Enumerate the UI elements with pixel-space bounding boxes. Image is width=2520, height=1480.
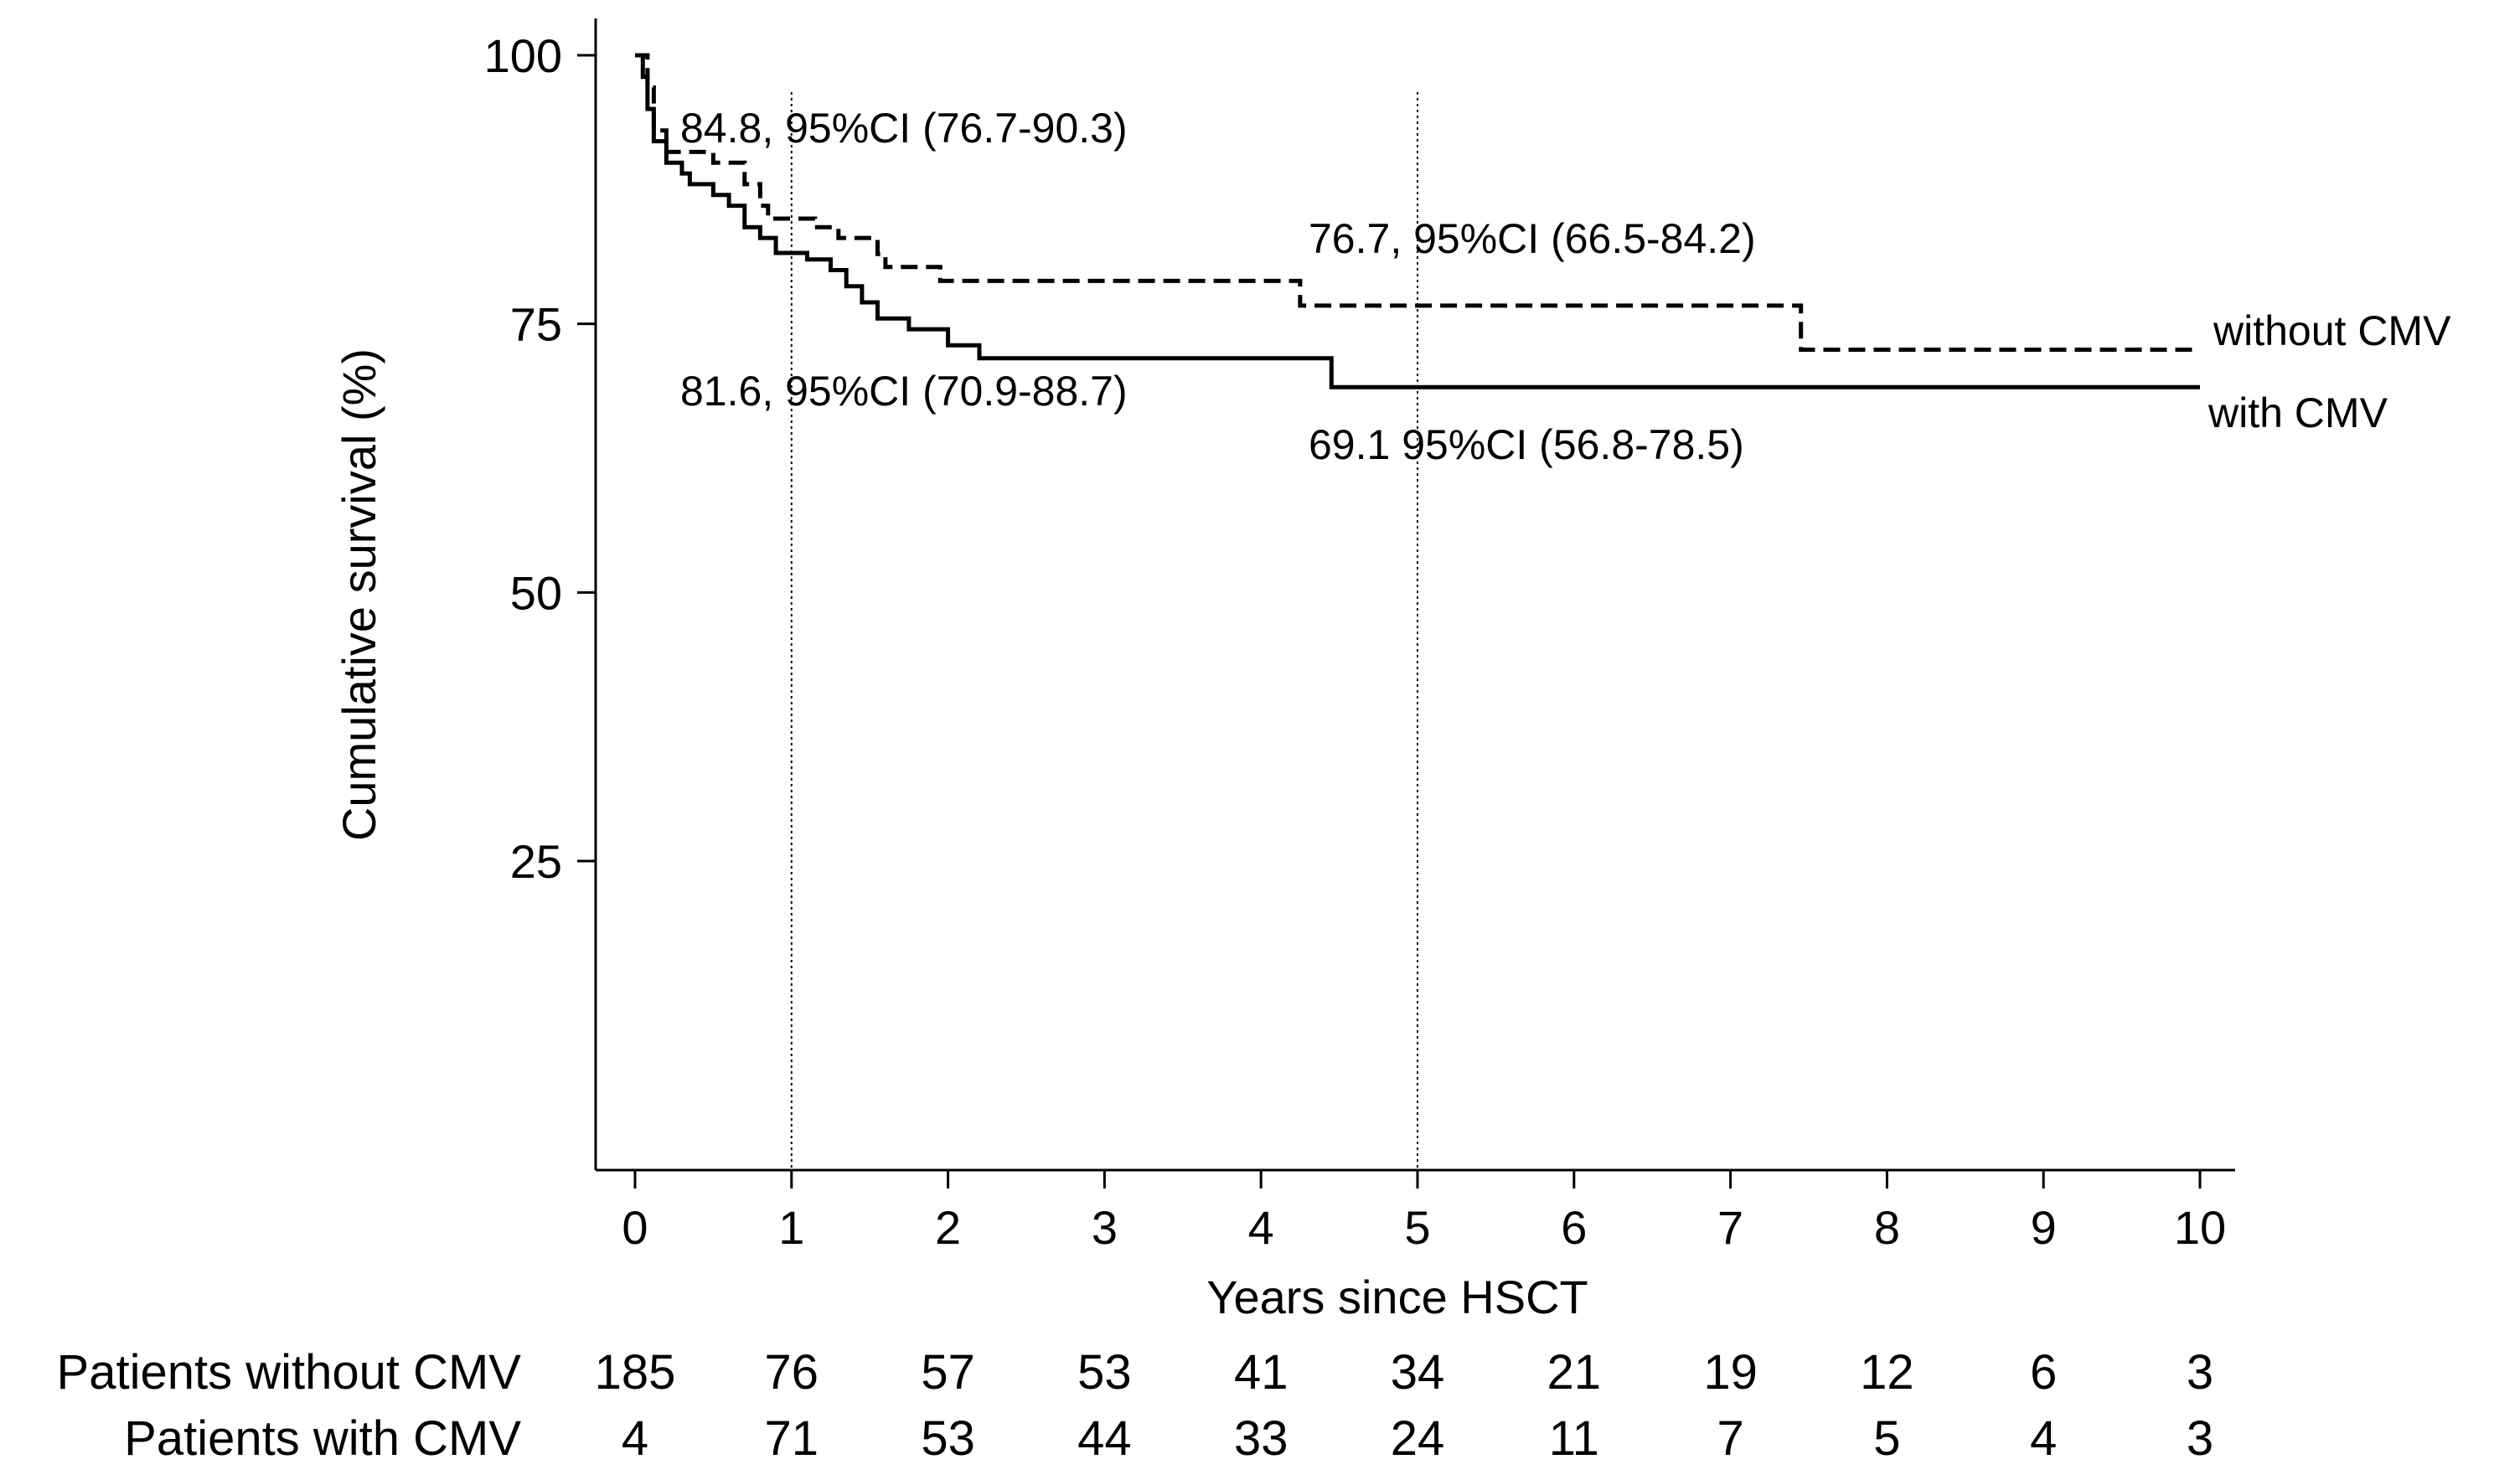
- risk-value: 21: [1547, 1345, 1602, 1400]
- axes: [594, 18, 2235, 1172]
- risk-value: 4: [2030, 1411, 2057, 1466]
- series-end-labels: without CMV with CMV: [2208, 307, 2451, 436]
- x-axis-title: Years since HSCT: [1206, 1271, 1588, 1323]
- x-tick-label: 0: [622, 1201, 648, 1254]
- risk-value: 12: [1860, 1345, 1914, 1400]
- x-ticks: 0 1 2 3 4 5 6 7 8 9 10: [622, 1170, 2226, 1254]
- annotation-5yr-without-cmv: 76.7, 95%CI (66.5-84.2): [1309, 215, 1756, 262]
- risk-value: 34: [1391, 1345, 1445, 1400]
- x-tick-label: 9: [2031, 1201, 2057, 1254]
- risk-value: 7: [1717, 1411, 1743, 1466]
- y-tick-label: 100: [484, 29, 562, 82]
- x-tick-label: 4: [1248, 1201, 1274, 1254]
- risk-value: 44: [1077, 1411, 1132, 1466]
- risk-value: 185: [595, 1345, 676, 1400]
- risk-value: 57: [921, 1345, 975, 1400]
- annotations: 84.8, 95%CI (76.7-90.3) 81.6, 95%CI (70.…: [680, 105, 1756, 468]
- risk-value: 3: [2187, 1411, 2213, 1466]
- annotation-1yr-without-cmv: 84.8, 95%CI (76.7-90.3): [680, 105, 1128, 152]
- y-ticks: 25 50 75 100: [484, 29, 596, 888]
- risk-values: 185 76 57 53 41 34 21 19 12 6 34 71 53 44 33 24 11 7 5 4 3: [595, 1345, 2214, 1466]
- x-tick-label: 7: [1717, 1201, 1743, 1254]
- risk-value: 71: [765, 1411, 819, 1466]
- risk-value: 19: [1703, 1345, 1758, 1400]
- series-label-with-cmv: with CMV: [2208, 389, 2388, 436]
- annotation-5yr-with-cmv: 69.1 95%CI (56.8-78.5): [1309, 421, 1744, 468]
- risk-value: 76: [765, 1345, 819, 1400]
- risk-value: 4: [622, 1411, 648, 1466]
- curve-with-cmv: [635, 53, 2200, 389]
- risk-value: 41: [1234, 1345, 1288, 1400]
- risk-value: 53: [921, 1411, 975, 1466]
- risk-value: 5: [1873, 1411, 1900, 1466]
- series-label-without-cmv: without CMV: [2213, 307, 2451, 354]
- y-tick-label: 50: [510, 566, 562, 619]
- risk-value: 33: [1234, 1411, 1288, 1466]
- reference-lines: [790, 92, 1418, 1170]
- x-tick-label: 6: [1561, 1201, 1587, 1254]
- y-tick-label: 25: [510, 835, 562, 888]
- risk-table: Patients without CMV Patients with CMV 1…: [57, 1345, 2214, 1466]
- y-axis-title: Cumulative survival (%): [333, 348, 385, 841]
- x-tick-label: 5: [1404, 1201, 1430, 1254]
- risk-row-label-without-cmv: Patients without CMV: [57, 1345, 522, 1400]
- x-tick-label: 10: [2174, 1201, 2226, 1254]
- risk-value: 6: [2030, 1345, 2057, 1400]
- risk-value: 24: [1391, 1411, 1445, 1466]
- risk-row-label-with-cmv: Patients with CMV: [124, 1411, 521, 1466]
- annotation-1yr-with-cmv: 81.6, 95%CI (70.9-88.7): [680, 368, 1128, 415]
- survival-curves: [635, 53, 2200, 389]
- y-tick-label: 75: [510, 298, 562, 351]
- x-tick-label: 3: [1092, 1201, 1118, 1254]
- risk-value: 3: [2187, 1345, 2213, 1400]
- curve-without-cmv: [635, 53, 2200, 352]
- x-tick-label: 1: [778, 1201, 804, 1254]
- x-tick-label: 8: [1874, 1201, 1900, 1254]
- risk-value: 11: [1549, 1411, 1599, 1466]
- risk-value: 53: [1077, 1345, 1132, 1400]
- x-tick-label: 2: [935, 1201, 961, 1254]
